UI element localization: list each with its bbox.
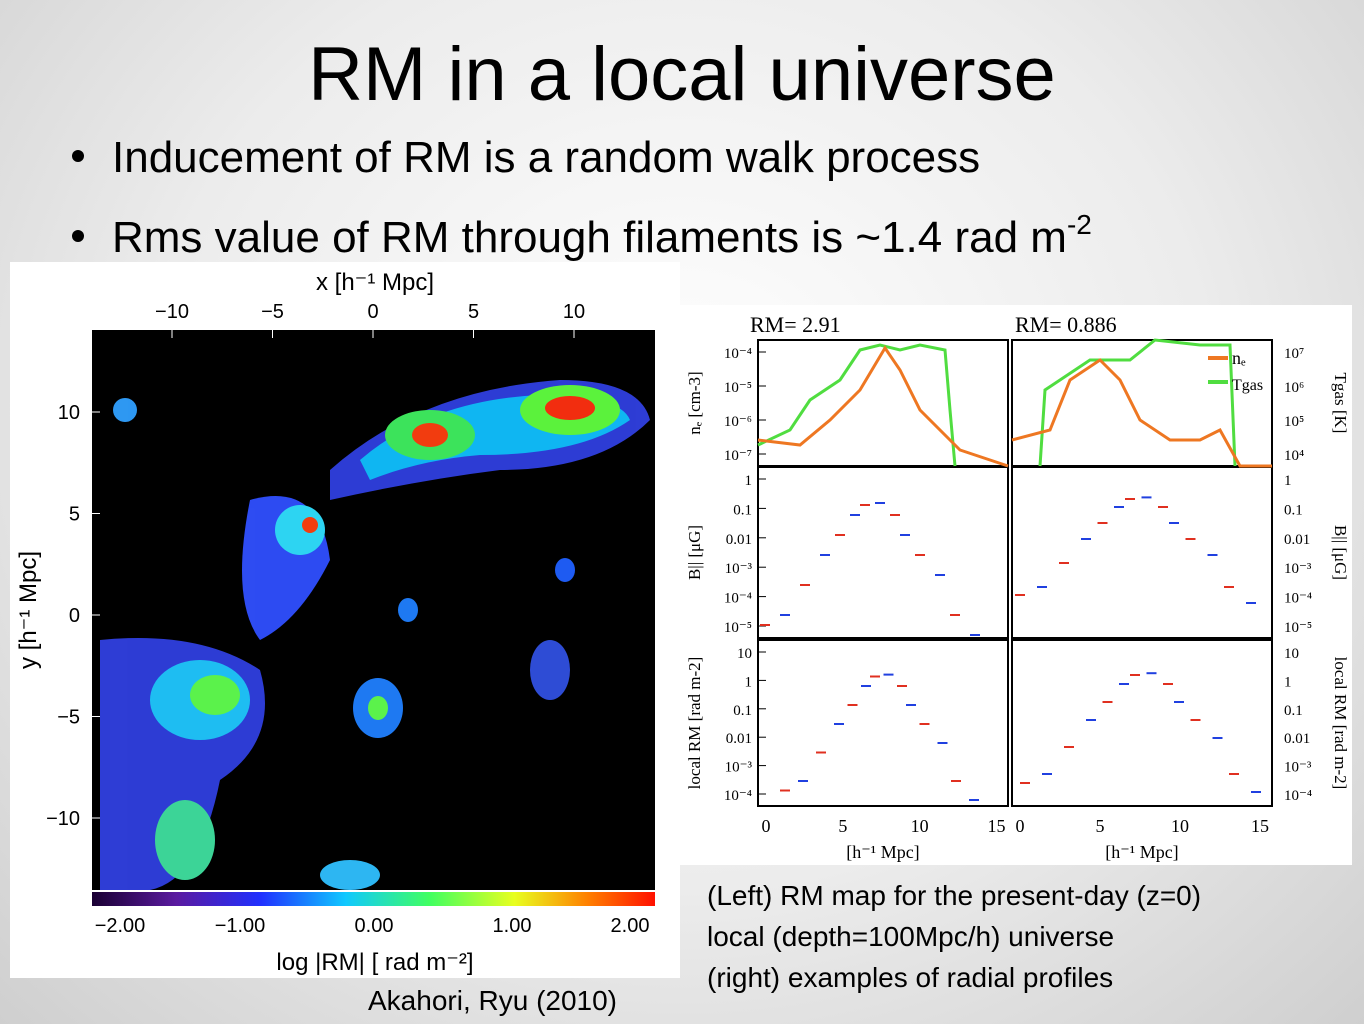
x-tick-label: 10 <box>1171 816 1189 836</box>
citation: Akahori, Ryu (2010) <box>368 985 617 1016</box>
y-tick-label: 10⁻⁴ <box>1284 788 1312 804</box>
bullet: Rms value of RM through filaments is ~1.… <box>112 209 1092 262</box>
rm-map-figure: x [h⁻¹ Mpc] y [h⁻¹ Mpc] −10 −5 0 5 10 10 5 0 −5 −10… <box>10 262 680 978</box>
x-tick-label: 10 <box>911 816 929 836</box>
y-tick-label: 10 <box>737 646 752 662</box>
x-tick-label: 5 <box>1096 816 1105 836</box>
bullet-dot <box>72 230 84 242</box>
caption-line: (right) examples of radial profiles <box>707 962 1113 993</box>
bullet-dot <box>72 150 84 162</box>
y-tick-label: 1 <box>1284 473 1292 489</box>
y-tick-label: 0.01 <box>726 532 752 548</box>
x-tick-label: 15 <box>987 816 1005 836</box>
panel-frame <box>1011 639 1273 807</box>
y-tick-label: 0.01 <box>1284 731 1310 747</box>
superscript: -2 <box>1067 209 1092 240</box>
temperature-curve <box>1038 338 1237 467</box>
colorbar-tick-label: −1.00 <box>215 915 266 937</box>
colorbar-tick-label: 1.00 <box>493 915 532 937</box>
y-tick-label: 10⁻³ <box>1284 760 1312 776</box>
y-tick-label: 1 <box>745 674 753 690</box>
x-tick-label: 10 <box>563 301 585 323</box>
density-curve <box>1011 358 1272 468</box>
colorbar-tick-label: 0.00 <box>355 915 394 937</box>
y-tick-label: 10⁻⁵ <box>724 380 752 396</box>
figure-background <box>680 305 1352 865</box>
map-structures <box>100 380 650 890</box>
caption-line: local (depth=100Mpc/h) universe <box>707 921 1114 952</box>
y-tick-label: 1 <box>1284 674 1292 690</box>
y-tick-label: 10⁻⁴ <box>724 346 752 362</box>
caption: (Left) RM map for the present-day (z=0) … <box>707 880 1201 993</box>
legend-label: nₑ <box>1232 348 1246 368</box>
x-tick-label: −5 <box>261 301 284 323</box>
panel-title: RM= 2.91 <box>750 312 841 337</box>
x-tick-label: 5 <box>468 301 479 323</box>
colorbar-tick-label: 2.00 <box>611 915 650 937</box>
y-tick-label: 0.1 <box>733 502 752 518</box>
y-tick-label: 10⁻³ <box>725 561 753 577</box>
panel-frame <box>757 639 1009 807</box>
y-tick-label: −10 <box>46 808 80 830</box>
y-axis-label: B|| [μG] <box>1331 525 1350 580</box>
x-tick-label: 15 <box>1251 816 1269 836</box>
y-tick-label: 10⁻⁶ <box>724 414 752 430</box>
y-tick-label: 10⁵ <box>1284 414 1304 430</box>
y-axis-label: local RM [rad m-2] <box>685 657 704 790</box>
y-tick-label: 10⁻⁴ <box>724 788 752 804</box>
y-tick-label: 10⁻⁵ <box>1284 620 1312 636</box>
y-tick-label: 10 <box>58 402 80 424</box>
y-tick-label: 10⁻³ <box>725 760 753 776</box>
temperature-curve <box>757 343 957 467</box>
colorbar-label: log |RM| [ rad m⁻²] <box>276 949 473 976</box>
panel-frame <box>1011 466 1273 639</box>
y-tick-label: 0 <box>69 605 80 627</box>
caption-line: (Left) RM map for the present-day (z=0) <box>707 880 1201 911</box>
y-tick-label: 10⁻⁵ <box>724 620 752 636</box>
bullet: Inducement of RM is a random walk proces… <box>112 133 980 182</box>
y-axis-label: Tgas [K] <box>1331 373 1350 434</box>
y-tick-label: 0.1 <box>1284 502 1303 518</box>
y-tick-label: 0.1 <box>733 703 752 719</box>
y-tick-label: 10⁻⁴ <box>724 591 752 607</box>
y-tick-label: 5 <box>69 504 80 526</box>
x-tick-label: 5 <box>838 816 847 836</box>
y-tick-label: 10⁻³ <box>1284 561 1312 577</box>
panel-frame <box>757 466 1009 639</box>
y-axis-label: B|| [μG] <box>685 525 704 580</box>
y-tick-label: 10⁻⁷ <box>724 448 752 464</box>
y-tick-label: 0.1 <box>1284 703 1303 719</box>
x-axis-label: [h⁻¹ Mpc] <box>846 842 919 862</box>
y-tick-label: 10 <box>1284 646 1299 662</box>
density-curve <box>757 345 1009 468</box>
y-tick-label: 10⁻⁴ <box>1284 591 1312 607</box>
slide-title: RM in a local universe <box>308 32 1056 117</box>
y-tick-label: 10⁴ <box>1284 448 1304 464</box>
x-tick-label: 0 <box>367 301 378 323</box>
y-tick-label: 1 <box>745 473 753 489</box>
y-tick-label: 0.01 <box>726 731 752 747</box>
x-tick-label: 0 <box>762 816 771 836</box>
x-tick-label: −10 <box>155 301 189 323</box>
y-tick-label: 10⁷ <box>1284 346 1304 362</box>
x-axis-label: x [h⁻¹ Mpc] <box>316 269 434 296</box>
legend-label: Tgas <box>1232 377 1263 394</box>
x-axis-label: [h⁻¹ Mpc] <box>1105 842 1178 862</box>
y-tick-label: 0.01 <box>1284 532 1310 548</box>
x-tick-label: 0 <box>1016 816 1025 836</box>
colorbar <box>92 892 655 906</box>
y-tick-label: −5 <box>57 707 80 729</box>
bullet-text: Rms value of RM through filaments is ~1.… <box>112 213 1067 262</box>
y-tick-label: 10⁶ <box>1284 380 1304 396</box>
colorbar-tick-label: −2.00 <box>95 915 146 937</box>
y-axis-label: local RM [rad m-2] <box>1331 657 1350 790</box>
y-axis-label: y [h⁻¹ Mpc] <box>15 551 42 669</box>
profile-figure: RM= 2.91 RM= 0.886 10⁻⁴ 10⁻⁵ 10⁻⁶ 10⁻⁷ 10⁷ 10⁶ 1… <box>680 305 1352 865</box>
panel-title: RM= 0.886 <box>1015 312 1117 337</box>
y-axis-label: nₑ [cm-3] <box>685 371 704 434</box>
